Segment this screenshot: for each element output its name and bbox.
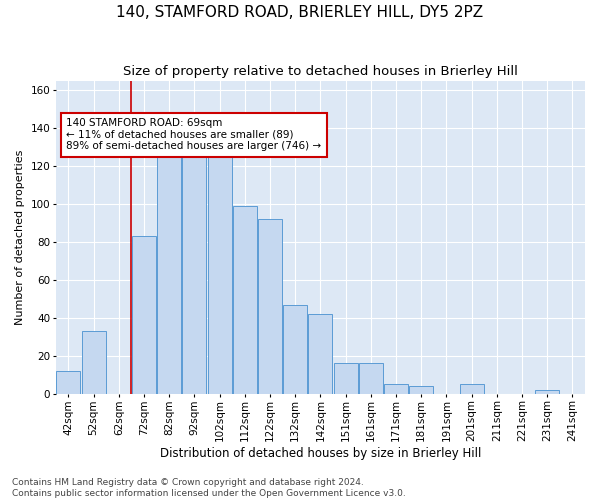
- X-axis label: Distribution of detached houses by size in Brierley Hill: Distribution of detached houses by size …: [160, 447, 481, 460]
- Bar: [334, 364, 358, 394]
- Title: Size of property relative to detached houses in Brierley Hill: Size of property relative to detached ho…: [123, 65, 518, 78]
- Bar: [157, 142, 181, 394]
- Text: 140 STAMFORD ROAD: 69sqm
← 11% of detached houses are smaller (89)
89% of semi-d: 140 STAMFORD ROAD: 69sqm ← 11% of detach…: [67, 118, 322, 152]
- Text: 140, STAMFORD ROAD, BRIERLEY HILL, DY5 2PZ: 140, STAMFORD ROAD, BRIERLEY HILL, DY5 2…: [116, 5, 484, 20]
- Y-axis label: Number of detached properties: Number of detached properties: [15, 150, 25, 325]
- Bar: [409, 386, 433, 394]
- Text: Contains HM Land Registry data © Crown copyright and database right 2024.
Contai: Contains HM Land Registry data © Crown c…: [12, 478, 406, 498]
- Bar: [182, 156, 206, 394]
- Bar: [82, 331, 106, 394]
- Bar: [56, 371, 80, 394]
- Bar: [308, 314, 332, 394]
- Bar: [258, 219, 282, 394]
- Bar: [233, 206, 257, 394]
- Bar: [460, 384, 484, 394]
- Bar: [208, 147, 232, 394]
- Bar: [132, 236, 156, 394]
- Bar: [535, 390, 559, 394]
- Bar: [283, 304, 307, 394]
- Bar: [384, 384, 408, 394]
- Bar: [359, 364, 383, 394]
